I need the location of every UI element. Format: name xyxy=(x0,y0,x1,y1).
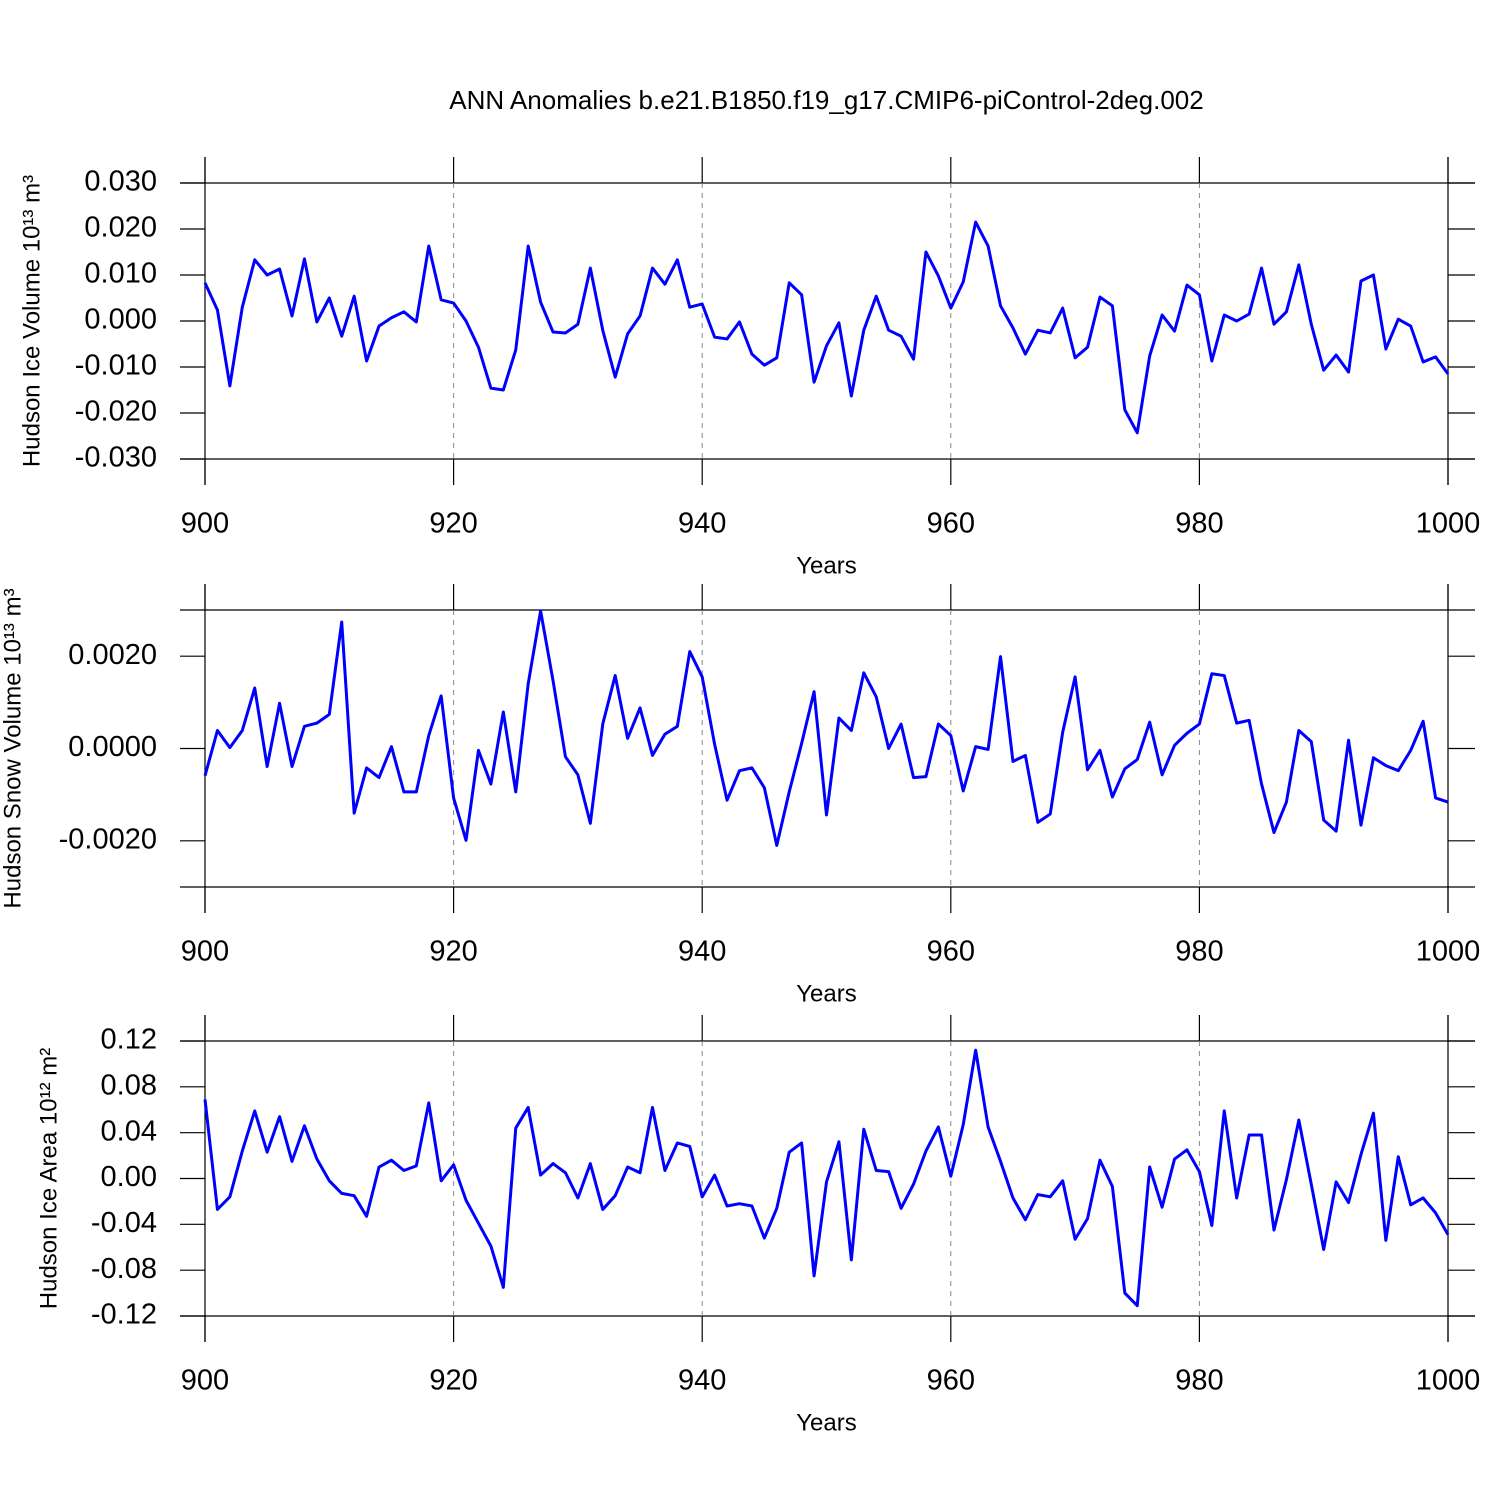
x-tick-label: 900 xyxy=(181,508,229,540)
y-tick-label: -0.010 xyxy=(75,350,157,382)
chart-title: ANN Anomalies b.e21.B1850.f19_g17.CMIP6-… xyxy=(449,85,1203,115)
y-tick-label: -0.0020 xyxy=(59,823,157,855)
data-line xyxy=(203,609,1449,847)
y-tick-label: 0.12 xyxy=(101,1024,157,1056)
data-line xyxy=(203,1048,1450,1308)
x-tick-label: 1000 xyxy=(1416,1365,1481,1397)
x-tick-label: 900 xyxy=(181,1365,229,1397)
x-tick-label: 920 xyxy=(429,508,477,540)
y-tick-label: 0.020 xyxy=(84,212,157,244)
y-tick-label: 0.0000 xyxy=(68,731,157,763)
x-tick-label: 980 xyxy=(1175,1365,1223,1397)
x-tick-label: 960 xyxy=(927,936,975,968)
y-tick-label: 0.04 xyxy=(101,1115,157,1147)
y-tick-label: 0.000 xyxy=(84,304,157,336)
y-tick-label: -0.12 xyxy=(91,1299,157,1331)
x-tick-label: 920 xyxy=(429,1365,477,1397)
x-tick-label: 960 xyxy=(927,508,975,540)
x-tick-label: 960 xyxy=(927,1365,975,1397)
y-tick-label: 0.08 xyxy=(101,1069,157,1101)
x-axis-label: Years xyxy=(796,1409,857,1436)
x-tick-label: 940 xyxy=(678,936,726,968)
x-tick-label: 980 xyxy=(1175,936,1223,968)
data-line xyxy=(203,220,1450,435)
y-tick-label: -0.08 xyxy=(91,1253,157,1285)
x-tick-label: 940 xyxy=(678,1365,726,1397)
x-axis-label: Years xyxy=(796,980,857,1007)
x-tick-label: 1000 xyxy=(1416,936,1481,968)
x-tick-label: 940 xyxy=(678,508,726,540)
y-tick-label: 0.00 xyxy=(101,1161,157,1193)
x-tick-label: 1000 xyxy=(1416,508,1481,540)
y-axis-label: Hudson Snow Volume 10¹³ m³ xyxy=(0,588,26,908)
y-axis-label: Hudson Ice Volume 10¹³ m³ xyxy=(18,175,45,467)
y-tick-label: -0.020 xyxy=(75,396,157,428)
x-tick-label: 980 xyxy=(1175,508,1223,540)
x-tick-label: 900 xyxy=(181,936,229,968)
y-tick-label: 0.030 xyxy=(84,166,157,198)
y-axis-label: Hudson Ice Area 10¹² m² xyxy=(35,1048,62,1309)
y-tick-label: -0.030 xyxy=(75,442,157,474)
x-axis-label: Years xyxy=(796,552,857,579)
y-tick-label: -0.04 xyxy=(91,1207,157,1239)
x-tick-label: 920 xyxy=(429,936,477,968)
y-tick-label: 0.010 xyxy=(84,258,157,290)
y-tick-label: 0.0020 xyxy=(68,639,157,671)
